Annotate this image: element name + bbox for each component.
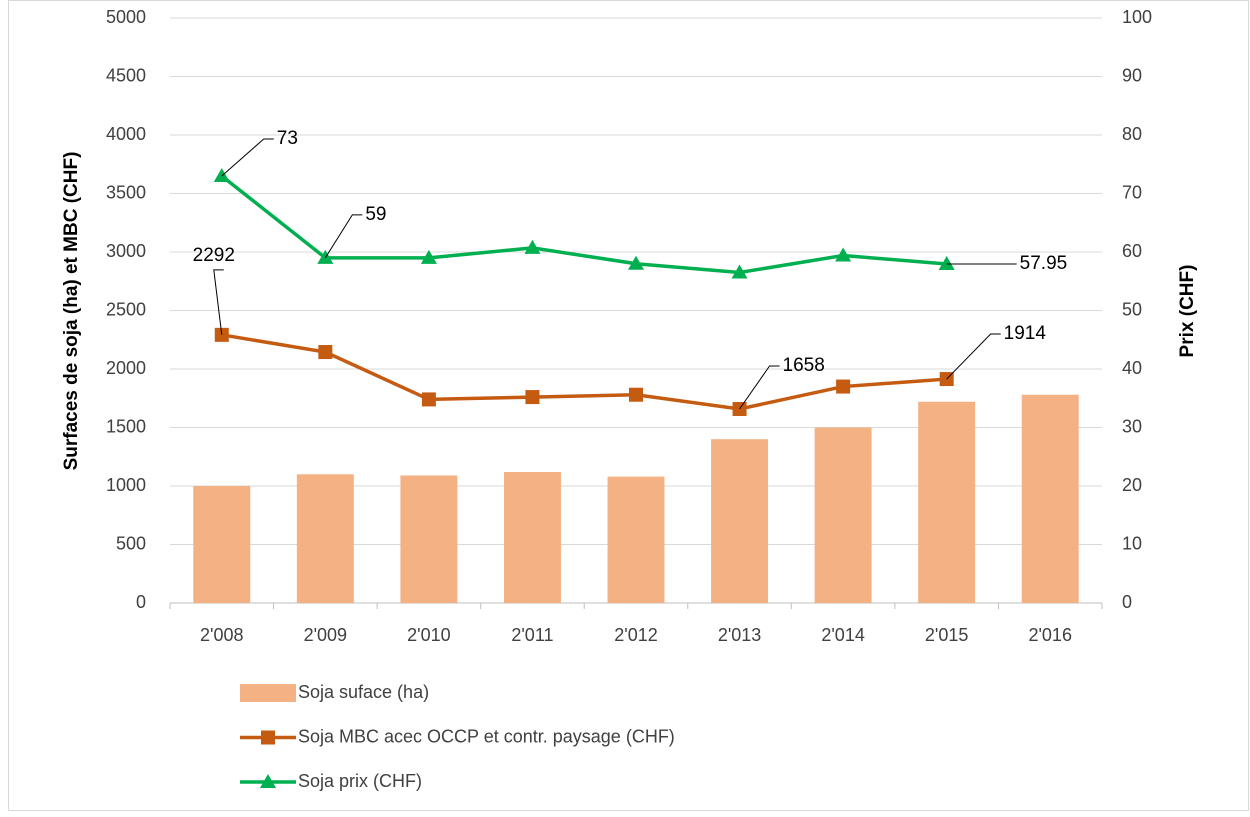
- leader-line: [946, 333, 1001, 380]
- y2-tick-label: 0: [1122, 592, 1132, 612]
- bar: [607, 476, 665, 603]
- y-tick-label: 2000: [106, 358, 146, 378]
- legend-swatch: [240, 684, 296, 702]
- y-tick-label: 5000: [106, 7, 146, 27]
- bar: [503, 471, 561, 603]
- y-tick-label: 4000: [106, 124, 146, 144]
- y-tick-label: 500: [116, 533, 146, 553]
- bar: [400, 475, 458, 603]
- bar: [814, 427, 872, 603]
- x-tick-label: 2'015: [925, 625, 968, 645]
- data-label: 57.95: [1020, 253, 1068, 274]
- marker: [525, 390, 540, 405]
- marker: [213, 167, 230, 182]
- bar: [296, 474, 354, 603]
- y-tick-label: 4500: [106, 65, 146, 85]
- marker: [938, 255, 955, 270]
- bar: [918, 401, 976, 603]
- y-tick-label: 3500: [106, 182, 146, 202]
- marker: [731, 264, 748, 279]
- marker: [629, 387, 643, 402]
- leader-line: [213, 269, 224, 335]
- x-tick-label: 2'016: [1028, 625, 1071, 645]
- line: [220, 174, 947, 275]
- y2-tick-label: 60: [1122, 241, 1142, 261]
- line: [221, 333, 947, 411]
- bar: [193, 486, 251, 603]
- bar: [711, 439, 769, 603]
- y2-tick-label: 20: [1122, 475, 1142, 495]
- y2-tick-label: 30: [1122, 416, 1142, 436]
- y2-tick-label: 100: [1122, 7, 1152, 27]
- leader-line: [739, 365, 780, 410]
- legend-label: Soja prix (CHF): [298, 771, 422, 791]
- y-tick-label: 0: [136, 592, 146, 612]
- marker: [421, 392, 436, 407]
- marker: [260, 774, 276, 788]
- x-tick-label: 2'011: [511, 625, 553, 645]
- x-tick-label: 2'009: [304, 625, 347, 645]
- y-axis-title: Surfaces de soja (ha) et MBC (CHF): [61, 152, 82, 471]
- data-label: 59: [365, 204, 386, 225]
- legend-label: Soja MBC acec OCCP et contr. paysage (CH…: [298, 726, 675, 746]
- x-tick-label: 2'013: [718, 625, 761, 645]
- y2-tick-label: 10: [1122, 533, 1142, 553]
- legend-label: Soja suface (ha): [298, 682, 429, 702]
- marker: [836, 379, 851, 394]
- y2-tick-label: 80: [1122, 124, 1142, 144]
- leader-line: [324, 214, 363, 259]
- data-label: 1914: [1004, 323, 1047, 344]
- data-label: 73: [277, 128, 298, 149]
- data-label: 2292: [193, 245, 235, 266]
- bar: [1021, 394, 1079, 603]
- y2-tick-label: 40: [1122, 358, 1142, 378]
- y-tick-label: 3000: [106, 241, 146, 261]
- marker: [261, 730, 275, 745]
- leader-line: [221, 138, 274, 177]
- y2-axis-title: Prix (CHF): [1177, 265, 1198, 358]
- x-tick-label: 2'008: [200, 625, 243, 645]
- marker: [318, 345, 333, 360]
- y2-tick-label: 50: [1122, 299, 1142, 319]
- x-tick-label: 2'014: [821, 625, 864, 645]
- marker: [524, 239, 541, 254]
- x-tick-label: 2'010: [407, 625, 450, 645]
- y2-tick-label: 70: [1122, 182, 1142, 202]
- y-tick-label: 1000: [106, 475, 146, 495]
- data-label: 1658: [783, 355, 825, 376]
- marker: [835, 247, 852, 262]
- marker: [628, 255, 644, 270]
- y-tick-label: 2500: [106, 299, 146, 319]
- y2-tick-label: 90: [1122, 65, 1142, 85]
- y-tick-label: 1500: [106, 416, 146, 436]
- x-tick-label: 2'012: [614, 625, 657, 645]
- marker: [420, 249, 437, 264]
- marker: [317, 249, 334, 264]
